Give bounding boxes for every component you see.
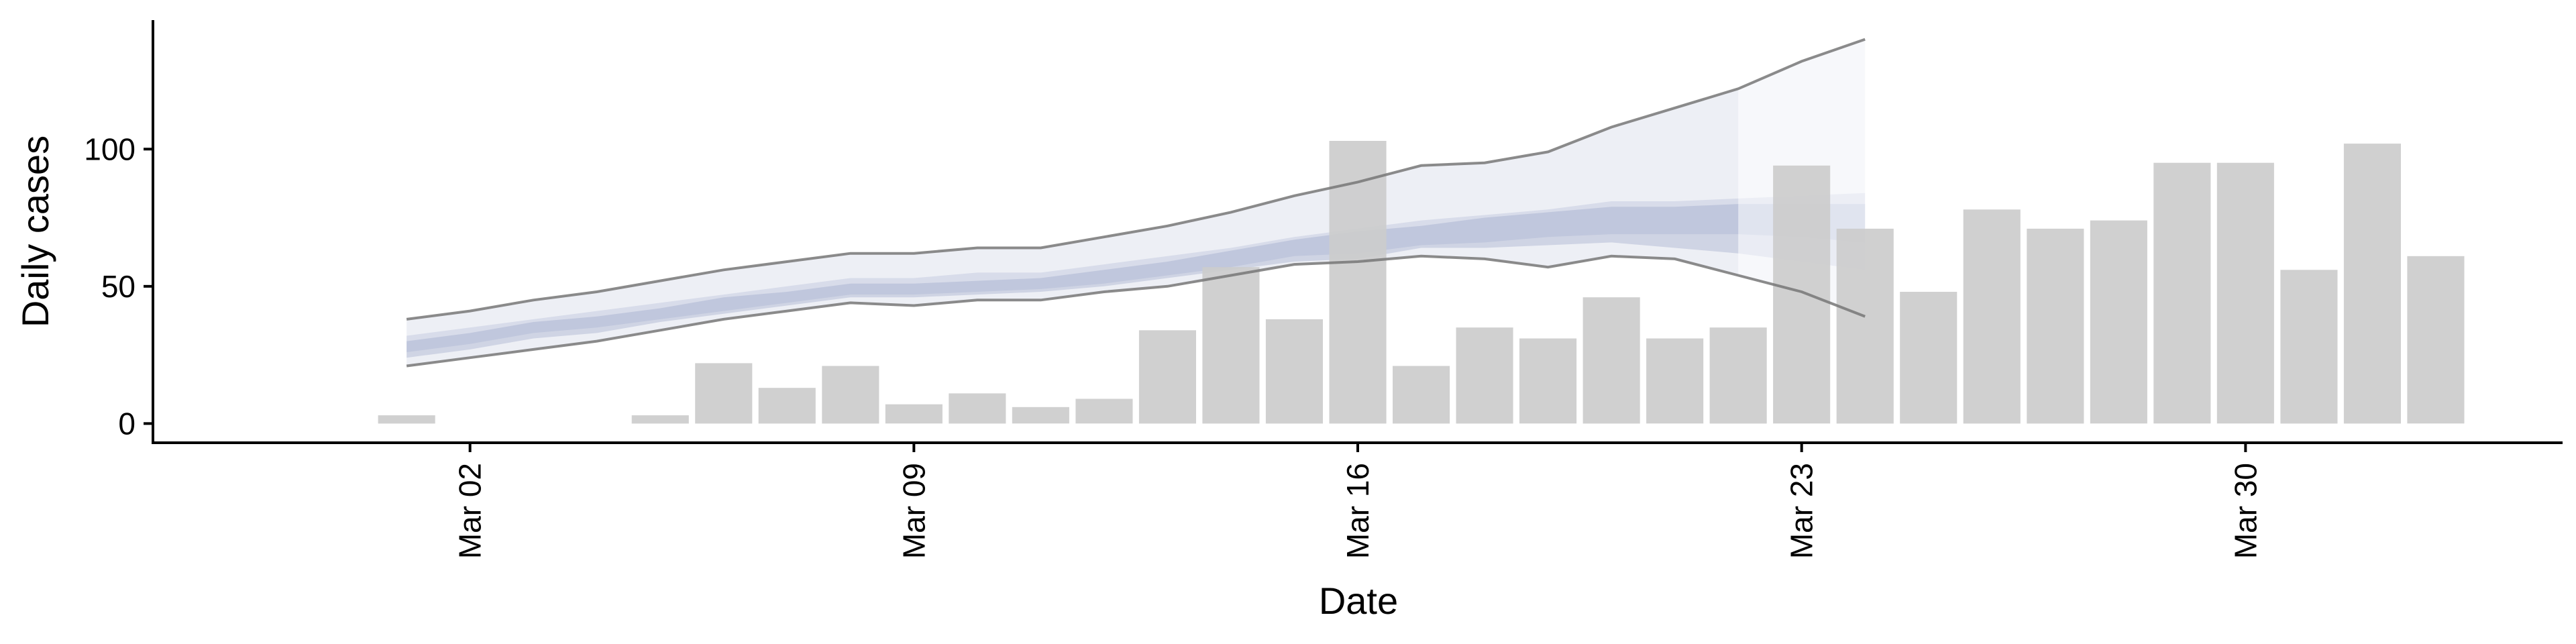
bar-2020-03-26 — [1963, 209, 2021, 424]
bar-2020-03-22 — [1709, 327, 1767, 424]
bar-2020-03-06 — [695, 363, 753, 424]
bar-2020-04-02 — [2407, 256, 2465, 424]
bar-2020-03-30 — [2216, 162, 2274, 424]
daily-case-bars — [378, 141, 2465, 424]
bar-2020-03-18 — [1456, 327, 1513, 424]
y-axis-title: Daily cases — [14, 136, 56, 327]
estimate-bands — [407, 39, 1866, 366]
y-ticks: 0 50 100 — [84, 131, 153, 441]
bar-2020-03-13 — [1138, 330, 1196, 424]
bar-2020-03-15 — [1265, 319, 1323, 424]
y-tick-label-0: 0 — [118, 406, 136, 441]
x-tick-label-2020-03-02: Mar 02 — [453, 463, 488, 559]
bar-2020-03-29 — [2153, 162, 2211, 424]
bar-2020-03-28 — [2090, 220, 2147, 424]
bar-2020-03-05 — [631, 415, 689, 424]
lower-bound-line — [406, 254, 1866, 368]
bar-2020-03-11 — [1012, 407, 1069, 424]
y-tick-label-50: 50 — [101, 269, 136, 304]
bar-2020-03-25 — [1900, 292, 1957, 424]
band-mid-fit — [407, 198, 1739, 352]
bar-2020-03-14 — [1202, 267, 1260, 424]
x-tick-label-2020-03-09: Mar 09 — [896, 463, 931, 559]
bar-2020-03-16 — [1329, 141, 1387, 424]
bar-2020-04-01 — [2343, 144, 2401, 424]
band-inner-fit — [407, 204, 1739, 358]
x-axis-title: Date — [1319, 580, 1398, 622]
bar-2020-03-31 — [2280, 270, 2338, 424]
bar-2020-03-24 — [1836, 228, 1894, 424]
bar-2020-03-08 — [822, 366, 879, 424]
bar-2020-03-20 — [1582, 297, 1640, 424]
bar-2020-03-23 — [1773, 165, 1831, 424]
y-tick-label-100: 100 — [84, 131, 136, 166]
estimate-bound-lines — [406, 38, 1866, 368]
upper-bound-line — [406, 38, 1866, 321]
bar-2020-03-09 — [885, 404, 943, 424]
x-tick-label-2020-03-23: Mar 23 — [1784, 463, 1819, 559]
x-tick-label-2020-03-30: Mar 30 — [2228, 463, 2263, 559]
band-outer-fit — [407, 89, 1739, 366]
bar-2020-03-27 — [2027, 228, 2084, 424]
bar-2020-03-17 — [1393, 366, 1450, 424]
bar-2020-03-07 — [758, 388, 816, 424]
bar-2020-03-19 — [1519, 338, 1577, 424]
x-ticks: Mar 02 Mar 09 Mar 16 Mar 23 Mar 30 — [453, 443, 2263, 559]
bar-2020-03-21 — [1646, 338, 1704, 424]
bar-2020-03-12 — [1075, 398, 1133, 424]
bar-2020-03-01 — [378, 415, 435, 424]
x-tick-label-2020-03-16: Mar 16 — [1340, 463, 1375, 559]
bar-2020-03-10 — [949, 393, 1006, 424]
